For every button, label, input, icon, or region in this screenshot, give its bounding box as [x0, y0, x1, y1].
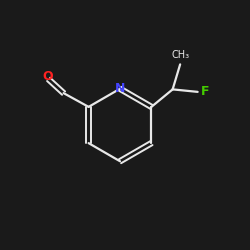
Text: F: F	[201, 86, 209, 98]
Text: CH₃: CH₃	[171, 50, 189, 60]
Text: O: O	[42, 70, 53, 84]
Text: N: N	[115, 82, 125, 95]
